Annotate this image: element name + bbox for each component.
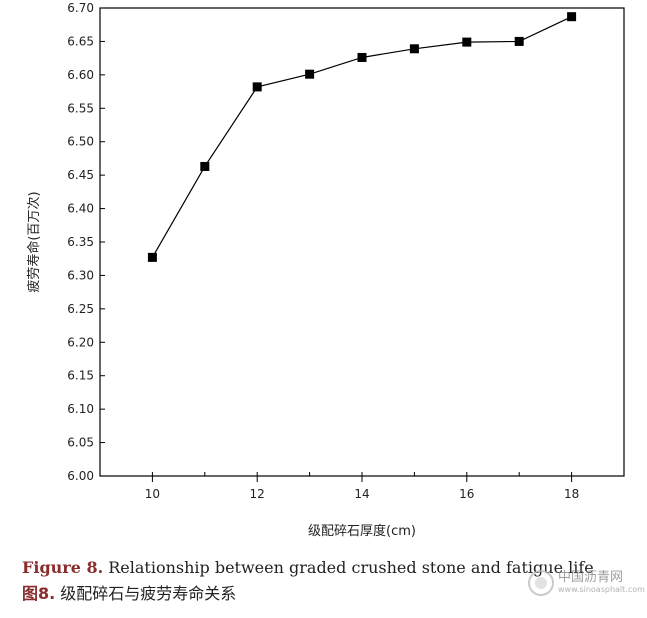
data-point [147, 252, 157, 262]
x-tick-label: 14 [354, 487, 369, 501]
x-tick-label: 16 [459, 487, 474, 501]
x-tick-label: 12 [250, 487, 265, 501]
y-tick-label: 6.00 [67, 469, 94, 483]
y-tick-label: 6.15 [67, 369, 94, 383]
caption-text-english: Relationship between graded crushed ston… [103, 558, 594, 577]
watermark-site-name: 中国沥青网 [558, 570, 624, 586]
y-tick-label: 6.65 [67, 34, 94, 48]
figure-caption-english: Figure 8. Relationship between graded cr… [22, 558, 594, 577]
y-tick-label: 6.30 [67, 268, 94, 282]
y-tick-label: 6.20 [67, 335, 94, 349]
y-tick-label: 6.25 [67, 302, 94, 316]
data-point [305, 69, 315, 79]
x-tick-label: 18 [564, 487, 579, 501]
figure-caption-chinese: 图8. 级配碎石与疲劳寿命关系 [22, 580, 236, 604]
data-point [514, 36, 524, 46]
x-tick-label: 10 [145, 487, 160, 501]
site-watermark: 中国沥青网 www.sinoasphalt.com [528, 570, 645, 596]
series-line [151, 16, 572, 258]
caption-text-chinese: 级配碎石与疲劳寿命关系 [55, 584, 237, 603]
x-axis-label: 级配碎石厚度(cm) [308, 523, 416, 539]
data-point [409, 44, 419, 54]
data-point [252, 82, 262, 92]
chart-series [147, 12, 577, 262]
y-axis-label: 疲劳寿命(百万次) [26, 191, 42, 292]
y-tick-label: 6.70 [67, 1, 94, 15]
plot-frame [99, 7, 625, 477]
y-tick-label: 6.55 [67, 101, 94, 115]
y-axis-ticks: 6.00 6.05 6.10 6.15 6.20 6.25 6.30 6.35 6.40 6.45… [67, 1, 105, 483]
figure-label-chinese: 图8. [22, 584, 56, 603]
data-point [567, 12, 577, 22]
chart-axes [99, 7, 625, 477]
y-tick-label: 6.05 [67, 436, 94, 450]
y-tick-label: 6.35 [67, 235, 94, 249]
y-tick-label: 6.45 [67, 168, 94, 182]
data-point [462, 37, 472, 47]
y-tick-label: 6.50 [67, 135, 94, 149]
x-axis-ticks: 10 12 14 16 18 [145, 472, 579, 501]
watermark-url: www.sinoasphalt.com [558, 584, 645, 594]
data-point [200, 161, 210, 171]
y-tick-label: 6.40 [67, 202, 94, 216]
data-point [357, 52, 367, 62]
y-tick-label: 6.60 [67, 68, 94, 82]
watermark-logo-icon [528, 570, 554, 596]
line-chart: 6.00 6.05 6.10 6.15 6.20 6.25 6.30 6.35 6.40 6.45… [26, 1, 625, 539]
y-tick-label: 6.10 [67, 402, 94, 416]
figure-label-english: Figure 8. [22, 558, 104, 577]
